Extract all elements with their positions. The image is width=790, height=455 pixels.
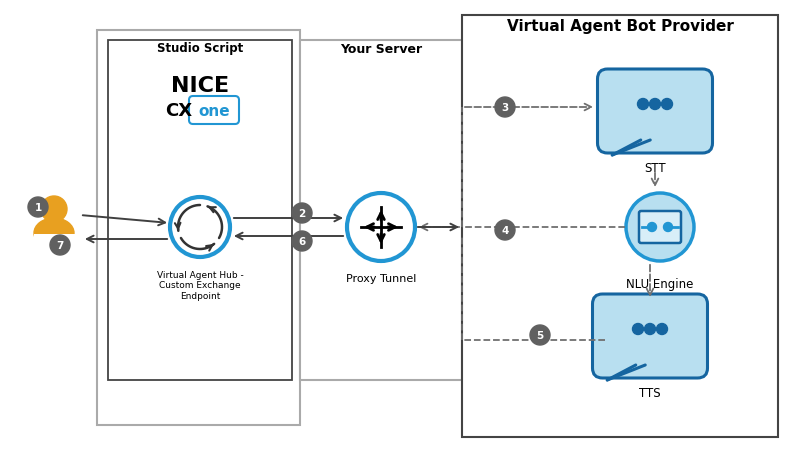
Circle shape — [28, 197, 48, 217]
FancyBboxPatch shape — [592, 294, 708, 378]
Circle shape — [645, 324, 656, 335]
FancyBboxPatch shape — [639, 212, 681, 243]
Text: TTS: TTS — [639, 386, 660, 399]
Text: 4: 4 — [502, 226, 509, 236]
Bar — [300, 41, 462, 380]
Polygon shape — [612, 141, 650, 156]
Circle shape — [347, 193, 415, 262]
Text: STT: STT — [644, 162, 666, 175]
Circle shape — [633, 324, 644, 335]
Circle shape — [661, 99, 672, 110]
Circle shape — [41, 197, 67, 222]
Circle shape — [495, 98, 515, 118]
Circle shape — [292, 203, 312, 223]
Bar — [97, 31, 300, 425]
Bar — [108, 41, 292, 380]
Text: Studio Script: Studio Script — [157, 41, 243, 55]
Text: CX: CX — [165, 102, 192, 120]
FancyBboxPatch shape — [189, 97, 239, 125]
FancyBboxPatch shape — [597, 70, 713, 154]
Circle shape — [292, 232, 312, 252]
Text: 5: 5 — [536, 330, 544, 340]
Circle shape — [50, 236, 70, 255]
Text: 3: 3 — [502, 103, 509, 113]
Circle shape — [170, 197, 230, 258]
Circle shape — [638, 99, 649, 110]
Circle shape — [649, 99, 660, 110]
Circle shape — [530, 325, 550, 345]
Text: 1: 1 — [35, 202, 42, 212]
Ellipse shape — [34, 218, 74, 248]
Circle shape — [495, 221, 515, 241]
Text: 2: 2 — [299, 208, 306, 218]
Text: NICE: NICE — [171, 76, 229, 96]
Circle shape — [656, 324, 668, 335]
Text: NLU Engine: NLU Engine — [626, 278, 694, 290]
Text: 6: 6 — [299, 237, 306, 247]
Circle shape — [648, 223, 656, 232]
Text: Virtual Agent Bot Provider: Virtual Agent Bot Provider — [506, 19, 733, 33]
Text: 7: 7 — [56, 241, 64, 250]
Text: Proxy Tunnel: Proxy Tunnel — [346, 273, 416, 283]
Text: one: one — [198, 103, 230, 118]
Circle shape — [664, 223, 672, 232]
Text: Your Server: Your Server — [340, 42, 422, 56]
Bar — [34, 234, 78, 253]
Text: Virtual Agent Hub -
Custom Exchange
Endpoint: Virtual Agent Hub - Custom Exchange Endp… — [156, 270, 243, 300]
Bar — [462, 16, 778, 437]
Polygon shape — [608, 365, 645, 380]
Circle shape — [626, 193, 694, 262]
